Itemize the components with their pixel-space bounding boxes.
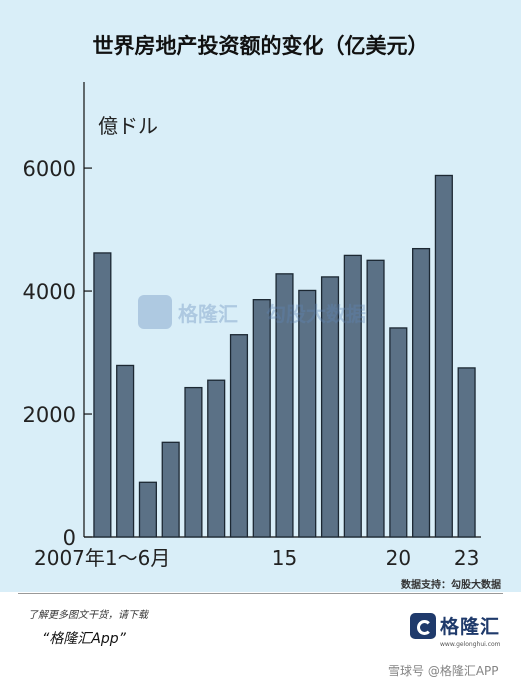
promo-app: “格隆汇App” [42,631,126,647]
y-unit-label: 億ドル [98,114,158,138]
bar [252,299,271,538]
y-tick-label: 2000 [23,403,76,427]
logo-domain: www.gelonghui.com [440,641,501,648]
chart-title: 世界房地产投资额的变化（亿美元） [92,34,429,58]
x-tick-label: 15 [272,546,297,570]
brand-logo: 格隆汇 [410,612,500,639]
bar [161,441,180,538]
bar [116,364,135,538]
bar [275,273,294,538]
y-tick-label: 4000 [23,280,76,304]
bar [343,254,362,538]
bar [389,327,408,538]
logo-icon [410,612,436,639]
bar [434,174,453,538]
bar [93,252,112,538]
y-tick-label: 0 [63,526,76,550]
x-tick-label: 23 [454,546,479,570]
bar [184,386,203,538]
x-tick-label: 20 [386,546,411,570]
bar [320,276,340,538]
bar [457,367,476,538]
bar [366,259,385,538]
y-tick-label: 6000 [23,157,76,181]
logo-name: 格隆汇 [440,616,501,638]
bar-chart: 億ドル 0 2000 4000 6000 2007年1～6月 15 20 23 [23,82,481,570]
bar [207,379,226,538]
data-source: 数据支持：勾股大数据 [401,580,501,591]
bar [138,481,157,538]
divider [18,593,503,594]
promo-line: 了解更多图文干货，请下载 [28,610,148,621]
x-tick-label: 2007年1～6月 [34,546,170,570]
bar [229,334,249,538]
bar [412,247,431,538]
bar [298,289,317,538]
footer-watermark: 雪球号 @格隆汇APP [388,664,499,678]
